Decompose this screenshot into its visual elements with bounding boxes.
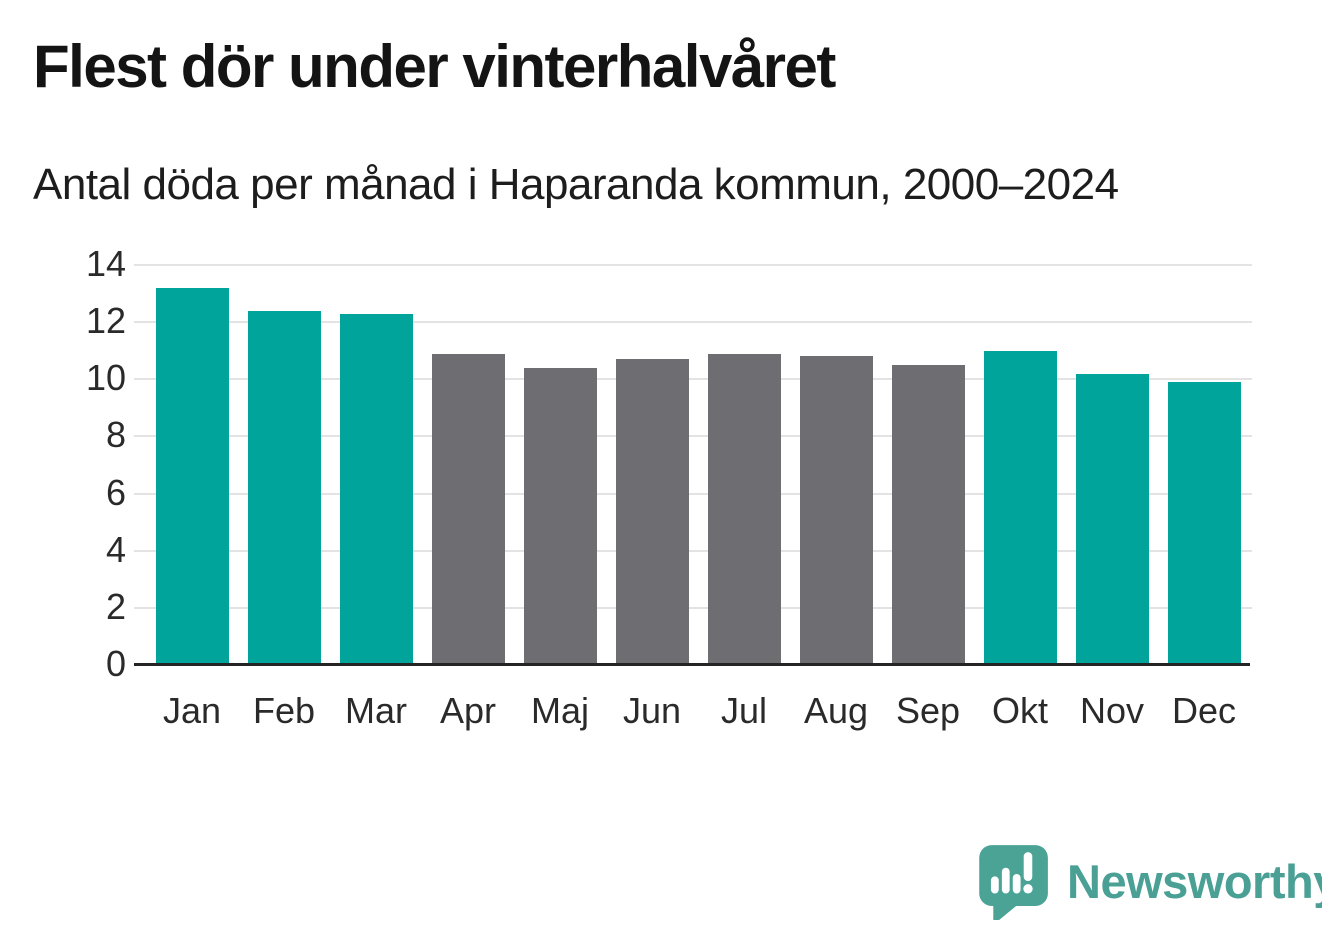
bar-mar [339, 313, 413, 665]
x-axis-line [134, 663, 1250, 666]
newsworthy-logo-text: Newsworthy [1067, 854, 1322, 908]
x-tick-label-mar: Mar [345, 690, 407, 731]
y-tick-label-8: 8 [105, 414, 126, 456]
x-axis: Jan Feb Mar Apr Maj Jun Jul Aug Sep Okt Nov Dec [146, 690, 1250, 738]
y-tick-label-0: 0 [105, 643, 126, 685]
x-tick-label-jun: Jun [622, 690, 682, 731]
x-tick-label-jan: Jan [162, 690, 222, 731]
x-tick-label-dec: Dec [1171, 690, 1237, 731]
gridline-y6 [134, 492, 1252, 495]
bar-apr [431, 353, 505, 665]
bar-nov [1075, 373, 1149, 665]
gridline-y12 [134, 321, 1252, 324]
bar-feb [247, 310, 321, 665]
bar-aug [799, 356, 873, 665]
bar-sep [891, 365, 965, 665]
y-tick-label-2: 2 [105, 586, 126, 628]
bar-jan [155, 287, 229, 665]
plot-area [134, 264, 1252, 665]
x-tick-label-maj: Maj [530, 690, 589, 731]
bar-maj [523, 367, 597, 665]
x-tick-label-jul: Jul [720, 690, 768, 731]
gridline-y10 [134, 378, 1252, 381]
bar-dec [1167, 382, 1241, 665]
bar-jun [615, 359, 689, 665]
y-tick-label-10: 10 [85, 357, 126, 399]
x-tick-label-sep: Sep [895, 690, 961, 731]
gridline-y14 [134, 264, 1252, 266]
chart-subtitle: Antal döda per månad i Haparanda kommun,… [33, 160, 1119, 209]
gridline-y2 [134, 606, 1252, 609]
gridline-y4 [134, 549, 1252, 552]
y-tick-label-12: 12 [85, 300, 126, 342]
y-tick-label-6: 6 [105, 471, 126, 513]
x-tick-label-aug: Aug [803, 690, 869, 731]
y-axis: 0 2 4 6 8 10 12 14 [20, 243, 126, 684]
newsworthy-logo-icon [979, 845, 1048, 920]
y-tick-label-14: 14 [85, 243, 126, 285]
y-tick-label-4: 4 [105, 528, 126, 570]
gridline-y8 [134, 435, 1252, 438]
bar-okt [983, 350, 1057, 665]
chart-title: Flest dör under vinterhalvåret [33, 33, 836, 100]
bar-jul [707, 353, 781, 665]
x-tick-label-okt: Okt [991, 690, 1048, 731]
x-tick-label-apr: Apr [439, 690, 497, 731]
x-tick-label-feb: Feb [252, 690, 316, 731]
x-tick-label-nov: Nov [1079, 690, 1145, 731]
newsworthy-branding: Newsworthy [972, 842, 1322, 920]
